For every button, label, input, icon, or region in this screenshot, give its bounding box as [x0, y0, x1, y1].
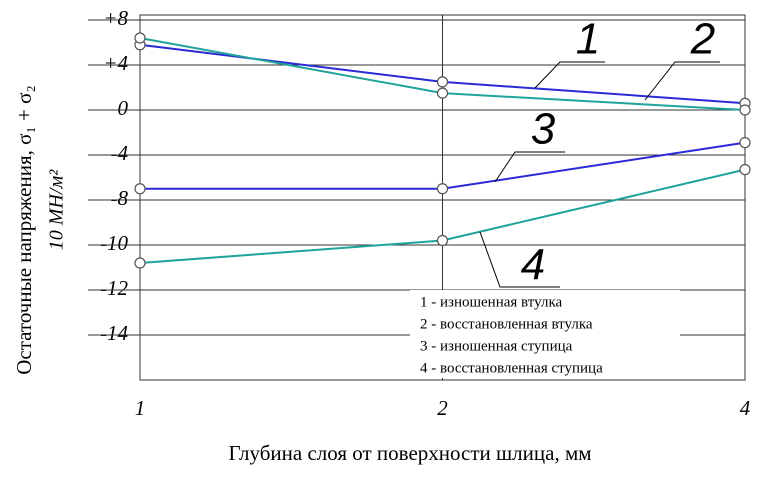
data-point: [134, 257, 146, 269]
data-point: [436, 183, 449, 195]
series-tag: 2: [690, 15, 715, 64]
leader-line: [494, 151, 565, 183]
data-point: [134, 183, 146, 195]
x-tick-label: 1: [135, 396, 146, 420]
data-point: [739, 164, 751, 176]
x-tick-label: 4: [740, 396, 751, 420]
legend-box: [410, 290, 680, 378]
legend-entry: 2 - восстановленная втулка: [420, 316, 593, 332]
leader-line: [479, 231, 560, 288]
data-point: [739, 104, 751, 116]
leader-line: [534, 61, 605, 89]
y-axis-title: Остаточные напряжения, σ₁ + σ₂: [12, 85, 36, 375]
data-point: [436, 87, 449, 99]
y-tick-label: -14: [100, 321, 128, 345]
series-tag: 4: [521, 241, 545, 290]
x-axis-title: Глубина слоя от поверхности шлица, мм: [228, 441, 591, 465]
y-tick-label: -8: [111, 186, 129, 210]
y-tick-label: 0: [118, 96, 129, 120]
series-tag: 1: [576, 15, 600, 64]
data-point: [436, 76, 449, 88]
y-tick-label: +4: [103, 51, 128, 75]
y-tick-label: -10: [100, 231, 128, 255]
legend-entry: 1 - изношенная втулка: [420, 294, 562, 310]
data-point: [436, 234, 449, 247]
x-tick-label: 2: [437, 396, 448, 420]
series-tag: 3: [531, 105, 556, 154]
y-tick-label: -12: [100, 276, 128, 300]
legend-entry: 3 - изношенная ступица: [420, 338, 573, 354]
y-tick-label: +8: [103, 6, 128, 30]
data-point: [739, 137, 751, 149]
y-tick-label: -4: [111, 141, 129, 165]
y-axis-unit: 10 МН/м²: [46, 169, 68, 250]
legend-entry: 4 - восстановленная ступица: [420, 360, 603, 376]
data-point: [134, 32, 146, 44]
leader-line: [644, 61, 720, 101]
